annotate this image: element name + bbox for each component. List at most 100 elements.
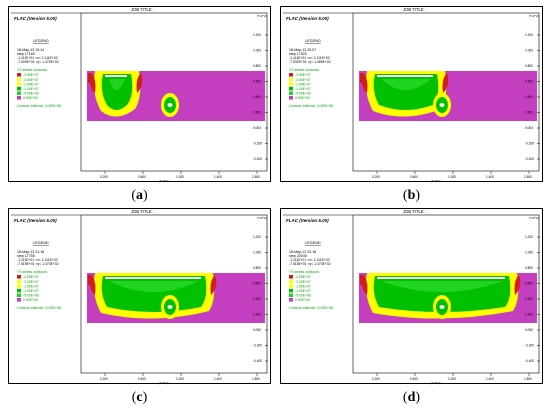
y-tick-label: 1.000 — [253, 251, 261, 255]
legend-range-x: -1.111E+01 <x< 2.111E+02 — [289, 56, 330, 60]
contours-title: YY-stress contours — [289, 270, 319, 274]
legend-swatch — [17, 91, 21, 95]
y-tick-label: 0.200 — [525, 111, 533, 115]
y-tick-label: 0.600 — [525, 80, 533, 84]
panel-c: JOB TITLE : FLAC (Version 5.00) LEGEND 18-M… — [7, 207, 272, 385]
legend-swatch — [17, 77, 21, 82]
legend-value: -1.50E+07 — [295, 82, 311, 86]
contour-interval: Contour interval= 5.00E+06 — [289, 104, 333, 108]
x-tick-label: 1.000 — [448, 175, 456, 179]
legend-date: 18-May-13 20:07 — [289, 48, 316, 52]
x-tick-label: 0.600 — [410, 377, 418, 381]
plot-frame — [352, 214, 540, 374]
panel-b: JOB TITLE : FLAC (Version 5.00) LEGEND 18-M… — [279, 5, 544, 183]
legend-swatch — [17, 96, 21, 100]
legend-value: -5.00E+06 — [23, 92, 39, 96]
legend-swatch — [17, 86, 21, 91]
x-tick-label: 0.600 — [138, 175, 146, 179]
y-tick-label: 0.400 — [525, 297, 533, 301]
y-tick-label: 0.800 — [253, 64, 261, 68]
legend-date: 18-May-13 19:14 — [17, 48, 44, 52]
y-tick-label: 0.600 — [253, 282, 261, 286]
legend-value: -2.50E+07 — [23, 275, 39, 279]
y-unit: (*10^2) — [529, 216, 539, 220]
legend-value: -1.00E+07 — [295, 87, 311, 91]
x-unit: (*10^2) — [159, 381, 169, 385]
plot-frame — [80, 214, 268, 374]
legend-step: step 17160 — [17, 52, 35, 56]
y-tick-label: 0.600 — [525, 282, 533, 286]
x-tick-label: 0.600 — [138, 377, 146, 381]
y-tick-label: 0.200 — [525, 313, 533, 317]
legend-range-x: -1.111E+01 <x< 2.111E+02 — [17, 258, 58, 262]
x-tick-label: 0.600 — [410, 175, 418, 179]
legend-title: LEGEND — [305, 39, 321, 43]
legend-date: 18-May-13 22:18 — [289, 250, 316, 254]
x-tick-label: 1.400 — [214, 377, 222, 381]
flac-plot-d: JOB TITLE : FLAC (Version 5.00) LEGEND 18-M… — [280, 208, 543, 385]
edge-mark — [360, 275, 364, 285]
excavation-line — [105, 75, 127, 77]
legend-swatch — [289, 288, 293, 293]
legend-date: 18-May-13 21:18 — [17, 250, 44, 254]
y-tick-label: 1.200 — [253, 33, 261, 37]
legend-swatch — [289, 73, 293, 77]
tunnel-opening — [167, 305, 173, 309]
legend-step: step 17755 — [17, 254, 35, 258]
y-tick-label: 0.600 — [253, 80, 261, 84]
x-tick-label: 1.400 — [214, 175, 222, 179]
contours-title: YY-stress contours — [289, 68, 319, 72]
panel-label-c: (c) — [131, 390, 148, 405]
y-tick-label: 0.400 — [253, 95, 261, 99]
legend-value: -1.00E+07 — [23, 289, 39, 293]
x-tick-label: 1.800 — [252, 175, 260, 179]
legend-value: 0.00E+00 — [23, 96, 38, 100]
legend-swatch — [289, 82, 293, 86]
legend-range-y: -7.519E+01 <y< 1.470E+02 — [17, 262, 59, 266]
excavation-line — [377, 75, 433, 77]
legend-swatch — [17, 298, 21, 302]
legend-swatch — [289, 284, 293, 288]
version-title: FLAC (Version 5.00) — [286, 16, 329, 21]
version-title: FLAC (Version 5.00) — [14, 16, 57, 21]
job-title: JOB TITLE : — [403, 7, 426, 12]
job-title: JOB TITLE : — [131, 209, 154, 214]
x-tick-label: 0.200 — [372, 175, 380, 179]
stress-concentration-right — [136, 73, 143, 93]
legend-swatch — [289, 77, 293, 82]
excavation-line — [377, 277, 505, 279]
y-tick-label: 0.800 — [525, 64, 533, 68]
legend-value: -5.00E+06 — [23, 294, 39, 298]
legend-title: LEGEND — [33, 241, 49, 245]
contours-title: YY-stress contours — [17, 270, 47, 274]
version-title: FLAC (Version 5.00) — [286, 218, 329, 223]
legend-value: -2.00E+07 — [295, 78, 311, 82]
y-tick-label: 1.000 — [253, 49, 261, 53]
y-tick-label: -0.400 — [525, 359, 534, 363]
tunnel-opening — [439, 305, 445, 309]
contour-green-zone — [101, 74, 133, 110]
y-tick-label: 1.000 — [525, 251, 533, 255]
contour-green-inner — [109, 79, 125, 90]
legend-swatch — [289, 275, 293, 279]
panel-label-b: (b) — [402, 188, 421, 203]
legend-value: -1.00E+07 — [23, 87, 39, 91]
panel-label-a: (a) — [131, 188, 148, 203]
plot-frame — [352, 12, 540, 172]
y-tick-label: -0.200 — [253, 142, 262, 146]
contour-field — [87, 71, 265, 121]
panel-label-d: (d) — [402, 390, 421, 405]
y-unit: (*10^2) — [257, 216, 267, 220]
legend-swatch — [17, 73, 21, 77]
legend-swatch — [289, 86, 293, 91]
y-unit: (*10^2) — [529, 14, 539, 18]
x-tick-label: 1.400 — [486, 175, 494, 179]
contour-interval: Contour interval= 5.00E+06 — [289, 306, 333, 310]
x-tick-label: 1.800 — [524, 377, 532, 381]
stress-concentration-right — [210, 275, 217, 295]
y-tick-label: -0.200 — [253, 344, 262, 348]
legend-step: step 20040 — [289, 254, 307, 258]
x-tick-label: 1.000 — [448, 377, 456, 381]
x-tick-label: 0.200 — [372, 377, 380, 381]
legend-value: -2.50E+07 — [295, 275, 311, 279]
